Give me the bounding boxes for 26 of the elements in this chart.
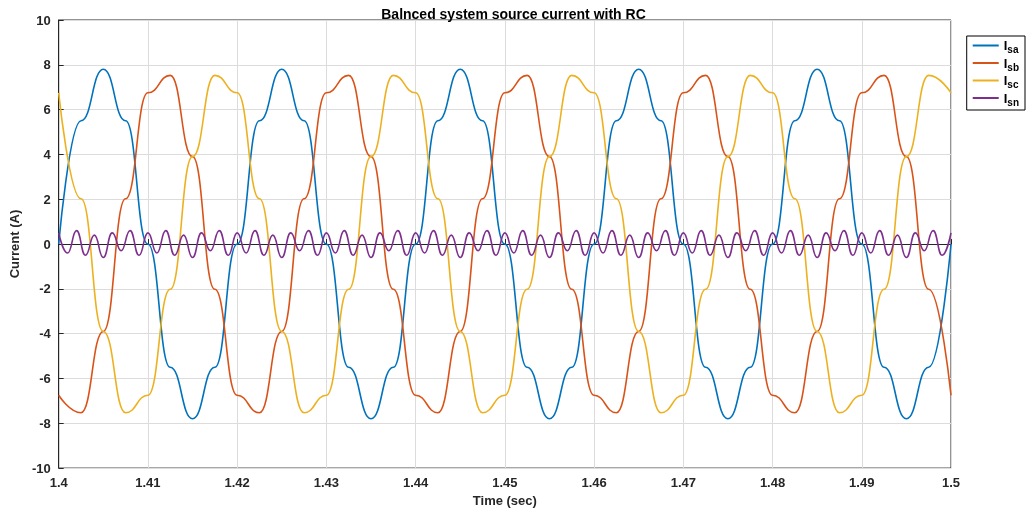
line-series bbox=[57, 229, 952, 259]
x-tick-label: 1.43 bbox=[313, 475, 340, 491]
y-tick-label: -4 bbox=[39, 326, 52, 342]
x-tick-label: 1.41 bbox=[135, 475, 161, 491]
y-tick-label: 8 bbox=[43, 57, 51, 73]
x-tick-label: 1.47 bbox=[670, 475, 696, 491]
y-tick-label: 4 bbox=[43, 146, 52, 162]
x-tick-label: 1.45 bbox=[492, 475, 518, 491]
y-tick-label: -8 bbox=[39, 415, 51, 431]
x-tick-label: 1.5 bbox=[941, 475, 961, 491]
y-tick-label: 0 bbox=[43, 236, 51, 252]
y-tick-label: -6 bbox=[39, 370, 51, 386]
y-tick-label: -2 bbox=[39, 281, 51, 297]
x-tick-label: 1.48 bbox=[759, 475, 786, 491]
x-tick-label: 1.44 bbox=[402, 475, 430, 491]
y-tick-label: -10 bbox=[31, 460, 51, 476]
y-tick-label: 10 bbox=[36, 12, 51, 28]
x-tick-label: 1.4 bbox=[49, 475, 69, 491]
x-tick-label: 1.46 bbox=[581, 475, 607, 491]
x-axis-title: Time (sec) bbox=[472, 493, 537, 508]
x-tick-label: 1.42 bbox=[224, 475, 250, 491]
x-tick-label: 1.49 bbox=[849, 475, 875, 491]
y-axis-title: Current (A) bbox=[7, 209, 22, 279]
y-tick-label: 6 bbox=[43, 102, 51, 118]
y-tick-label: 2 bbox=[43, 191, 51, 207]
chart-title: Balnced system source current with RC bbox=[381, 6, 646, 22]
